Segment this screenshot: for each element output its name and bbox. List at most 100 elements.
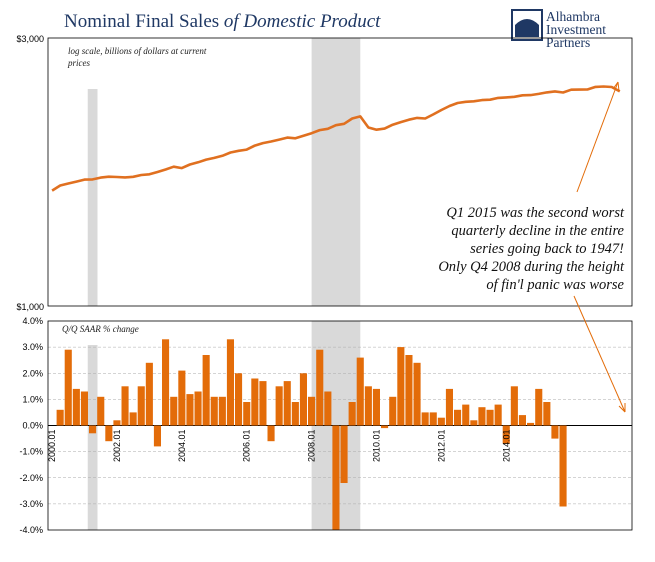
bottom-xtick-label: 2014.01: [501, 430, 511, 463]
bar: [121, 386, 129, 426]
top-recession-bands: [87, 38, 361, 306]
bottom-ytick-label: -1.0%: [19, 447, 43, 457]
bar: [89, 425, 97, 434]
bottom-panel: 4.0% 3.0% 2.0% 1.0% 0.0% -1.0% -2.0% -3.0% -4.0%…: [19, 316, 633, 535]
bottom-ytick-label: 4.0%: [22, 316, 43, 326]
bar: [494, 404, 502, 426]
bottom-recession-band: [87, 345, 98, 530]
logo-line2: Investment: [546, 22, 606, 37]
bar: [364, 386, 372, 426]
bar: [145, 362, 153, 426]
bar: [316, 349, 324, 426]
bar: [283, 381, 291, 426]
bar: [170, 396, 178, 426]
bottom-xtick-label: 2004.01: [177, 430, 187, 463]
bottom-ytick-label: 2.0%: [22, 368, 43, 378]
bar: [470, 420, 478, 426]
bar: [356, 357, 364, 426]
bar: [202, 355, 210, 426]
bar: [332, 425, 340, 530]
bar: [510, 386, 518, 426]
bottom-xtick-labels: 2000.01 2002.01 2004.01 2006.01 2008.01 2010.…: [47, 430, 511, 463]
bar: [259, 381, 267, 426]
top-ytick-lower: $1,000: [16, 302, 44, 312]
bottom-xtick-label: 2012.01: [436, 430, 446, 463]
bottom-xtick-label: 2010.01: [372, 430, 382, 463]
bar: [64, 349, 72, 426]
series-line: [51, 85, 621, 192]
bar: [551, 425, 559, 439]
bar: [389, 396, 397, 426]
bar: [429, 412, 437, 426]
annotation-arrowhead-lower: [618, 403, 626, 413]
bar: [543, 402, 551, 426]
bar: [397, 347, 405, 426]
bar: [243, 402, 251, 426]
bar: [405, 355, 413, 426]
bottom-xtick-label: 2008.01: [307, 430, 317, 463]
logo-line1: Alhambra: [546, 9, 600, 24]
bottom-xtick-label: 2006.01: [242, 430, 252, 463]
bottom-ytick-label: -3.0%: [19, 499, 43, 509]
annotation-line-1: Q1 2015 was the second worst: [446, 205, 625, 221]
logo: Alhambra Investment Partners: [511, 9, 606, 50]
bottom-ytick-labels: 4.0% 3.0% 2.0% 1.0% 0.0% -1.0% -2.0% -3.0% -4.0%: [19, 316, 43, 535]
bar: [340, 425, 348, 483]
bar: [80, 391, 88, 426]
bar: [454, 409, 462, 426]
annotation-line-5: of fin'l panic was worse: [486, 277, 624, 293]
bottom-bars: [56, 339, 567, 530]
chart-title: Nominal Final Sales of Domestic Product: [64, 11, 381, 32]
bar: [559, 425, 567, 507]
bar: [421, 412, 429, 426]
logo-line3: Partners: [546, 35, 590, 50]
chart-title-part1: Nominal Final Sales: [64, 11, 224, 32]
bar: [153, 425, 161, 447]
annotation: Q1 2015 was the second worst quarterly d…: [438, 81, 626, 413]
top-note-line1: log scale, billions of dollars at curren…: [68, 46, 207, 56]
annotation-arrow-upper: [576, 81, 619, 193]
top-plot-frame: [47, 37, 633, 307]
bar: [186, 394, 194, 426]
annotation-line-2: quarterly decline in the entire: [451, 223, 624, 239]
bar: [527, 422, 535, 426]
bar: [462, 404, 470, 426]
chart-title-part2: of Domestic Product: [224, 11, 381, 32]
bar: [291, 402, 299, 426]
top-note-line2: prices: [67, 58, 90, 68]
bar: [137, 386, 145, 426]
bar: [129, 412, 137, 426]
bar: [518, 415, 526, 426]
bar: [413, 362, 421, 426]
top-recession-band: [311, 38, 361, 306]
bar: [348, 402, 356, 426]
bottom-ytick-label: 1.0%: [22, 394, 43, 404]
bar: [178, 370, 186, 426]
top-ytick-upper: $3,000: [16, 34, 44, 44]
bottom-gridlines: [48, 346, 632, 505]
bar: [210, 396, 218, 426]
bar: [56, 409, 64, 426]
top-panel: $3,000 $1,000 log scale, billions of dol…: [16, 34, 633, 312]
bottom-ytick-label: -4.0%: [19, 525, 43, 535]
bar: [535, 388, 543, 426]
bar: [275, 386, 283, 426]
bottom-xtick-label: 2002.01: [112, 430, 122, 463]
bottom-plot-frame: [47, 320, 633, 531]
bar: [97, 396, 105, 426]
bottom-xtick-label: 2000.01: [47, 430, 57, 463]
bar: [445, 388, 453, 426]
bar: [194, 391, 202, 426]
bar: [235, 373, 243, 426]
bottom-panel-label: Q/Q SAAR % change: [62, 324, 139, 334]
bar: [105, 425, 113, 442]
bar: [299, 373, 307, 426]
bottom-ytick-label: -2.0%: [19, 473, 43, 483]
bar: [251, 378, 259, 426]
bar: [113, 420, 121, 426]
logo-mark-shape: [515, 19, 539, 37]
bar: [478, 407, 486, 426]
bar: [308, 396, 316, 426]
top-recession-band: [87, 89, 98, 306]
